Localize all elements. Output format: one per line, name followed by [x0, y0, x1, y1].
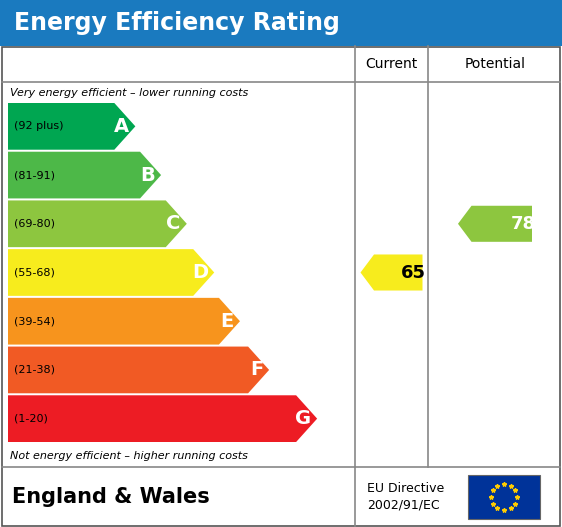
Text: (69-80): (69-80)	[14, 219, 55, 229]
Text: (1-20): (1-20)	[14, 414, 48, 424]
Polygon shape	[8, 200, 187, 247]
Polygon shape	[360, 255, 423, 290]
Text: Very energy efficient – lower running costs: Very energy efficient – lower running co…	[10, 88, 248, 98]
Text: (39-54): (39-54)	[14, 316, 55, 326]
Text: Not energy efficient – higher running costs: Not energy efficient – higher running co…	[10, 451, 248, 461]
Text: B: B	[140, 165, 155, 184]
Bar	[468, 475, 540, 519]
Polygon shape	[8, 249, 214, 296]
Text: Current: Current	[365, 57, 418, 71]
Text: (55-68): (55-68)	[14, 268, 55, 278]
Text: Energy Efficiency Rating: Energy Efficiency Rating	[14, 11, 340, 35]
Polygon shape	[8, 103, 135, 150]
Text: A: A	[114, 117, 129, 136]
Polygon shape	[8, 395, 317, 442]
Text: 65: 65	[401, 264, 426, 281]
Text: G: G	[295, 409, 311, 428]
Text: (81-91): (81-91)	[14, 170, 55, 180]
Text: (92 plus): (92 plus)	[14, 121, 64, 131]
Text: Potential: Potential	[465, 57, 525, 71]
Text: C: C	[166, 214, 181, 233]
Polygon shape	[8, 152, 161, 199]
Text: D: D	[192, 263, 209, 282]
Bar	[0, 0, 562, 46]
Text: E: E	[221, 311, 234, 331]
Text: F: F	[250, 360, 263, 379]
Polygon shape	[8, 347, 269, 393]
Text: 78: 78	[511, 215, 536, 233]
Text: England & Wales: England & Wales	[12, 487, 210, 507]
Text: EU Directive
2002/91/EC: EU Directive 2002/91/EC	[367, 482, 444, 512]
Polygon shape	[458, 206, 532, 242]
Polygon shape	[8, 298, 240, 345]
Text: (21-38): (21-38)	[14, 365, 55, 375]
